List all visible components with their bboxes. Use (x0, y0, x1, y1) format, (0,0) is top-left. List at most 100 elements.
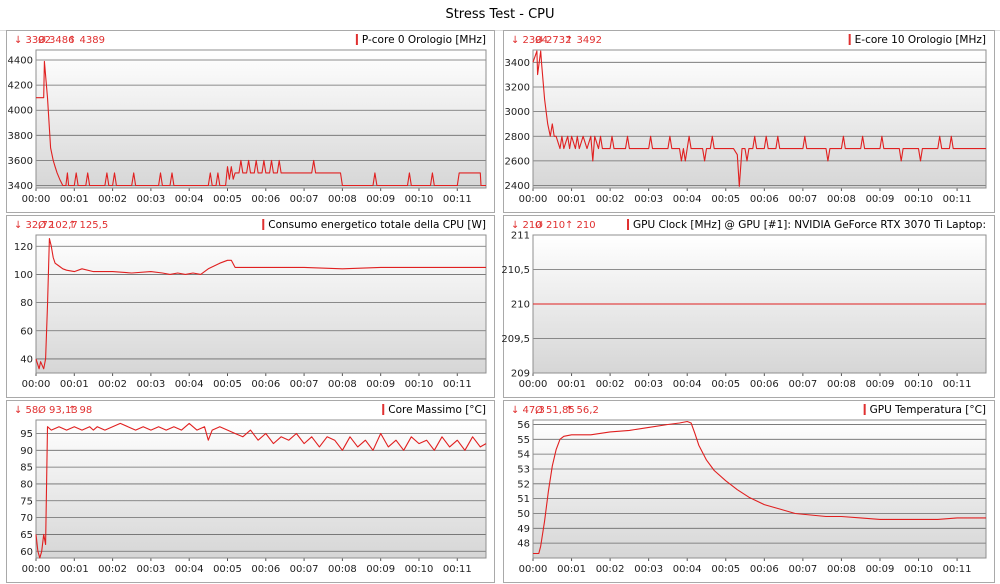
series-line (533, 420, 986, 555)
x-tick-label: 00:07 (290, 379, 319, 390)
x-tick-label: 00:09 (866, 379, 895, 390)
window-title: Stress Test - CPU (0, 0, 1000, 31)
chart-panel: 48 49 50 51 52 53 54 55 56 00:00 00:01 00:02 00:03 00… (503, 400, 995, 583)
plot-border (35, 419, 487, 559)
series-title: Consumo energetico totale della CPU [W] (268, 219, 486, 231)
stat-min: ↓ 210 (511, 220, 542, 231)
x-tick-label: 00:00 (22, 194, 51, 205)
x-tick-label: 00:03 (634, 564, 663, 575)
x-tick-label: 00:04 (175, 564, 204, 575)
series-color-marker (382, 404, 385, 415)
series-color-marker (863, 404, 866, 415)
x-tick-label: 00:11 (943, 564, 972, 575)
series-color-marker (848, 34, 851, 45)
x-tick-label: 00:07 (290, 194, 319, 205)
x-tick-label: 00:00 (519, 564, 548, 575)
y-tick-label: 209 (511, 369, 530, 380)
stat-avg: Ø 2732 (535, 34, 572, 46)
x-tick-label: 00:05 (711, 564, 740, 575)
y-tick-label: 100 (14, 270, 33, 281)
x-tick-label: 00:10 (904, 564, 933, 575)
x-tick-label: 00:00 (519, 379, 548, 390)
x-tick-label: 00:07 (788, 194, 817, 205)
y-tick-label: 209,5 (501, 334, 530, 345)
plot-area (533, 420, 986, 558)
y-tick-label: 4200 (8, 81, 33, 92)
y-tick-label: 211 (511, 231, 530, 242)
x-tick-label: 00:02 (596, 194, 625, 205)
y-tick-label: 80 (20, 298, 33, 309)
y-tick-label: 51 (517, 494, 530, 505)
stat-min: ↓ 2394 (511, 35, 548, 46)
x-tick-label: 00:07 (788, 379, 817, 390)
x-tick-label: 00:04 (673, 194, 702, 205)
chart-panel: 209 209,5 210 210,5 211 00:00 00:01 00:02 00:03 0… (501, 215, 995, 398)
stat-max: ↑ 125,5 (68, 220, 108, 231)
x-tick-label: 00:10 (405, 564, 434, 575)
y-tick-label: 49 (517, 524, 530, 535)
x-tick-label: 00:08 (827, 194, 856, 205)
x-tick-label: 00:11 (943, 194, 972, 205)
x-tick-label: 00:10 (405, 379, 434, 390)
stat-min: ↓ 47,3 (511, 405, 545, 416)
x-tick-label: 00:11 (443, 194, 472, 205)
y-tick-label: 120 (14, 242, 33, 253)
x-tick-label: 00:05 (711, 379, 740, 390)
x-tick-label: 00:06 (251, 564, 280, 575)
stat-max: ↑ 3492 (565, 35, 602, 46)
plot-border (35, 49, 487, 189)
y-tick-label: 40 (20, 354, 33, 365)
y-tick-label: 4000 (8, 106, 33, 117)
y-tick-label: 56 (517, 420, 530, 431)
plot-area (36, 420, 486, 558)
x-tick-label: 00:01 (557, 194, 586, 205)
x-tick-label: 00:11 (443, 564, 472, 575)
x-tick-label: 00:02 (596, 564, 625, 575)
y-tick-label: 3400 (505, 58, 530, 69)
x-tick-label: 00:06 (251, 194, 280, 205)
y-tick-label: 3400 (8, 181, 33, 192)
chart-panel: 3400 3600 3800 4000 4200 4400 00:00 00:01 00:02 0… (6, 30, 495, 213)
plot-area (36, 50, 486, 188)
plot-area (36, 235, 486, 373)
x-tick-label: 00:01 (60, 194, 89, 205)
y-tick-label: 210,5 (501, 265, 530, 276)
x-tick-label: 00:11 (443, 379, 472, 390)
y-tick-label: 55 (517, 435, 530, 446)
x-tick-label: 00:01 (60, 564, 89, 575)
x-tick-label: 00:06 (750, 379, 779, 390)
stat-max: ↑ 4389 (68, 35, 105, 46)
y-tick-label: 3600 (8, 156, 33, 167)
chart-panel: 40 60 80 100 120 00:00 00:01 00:02 00:03 00:04 00:… (6, 215, 495, 398)
x-tick-label: 00:04 (673, 379, 702, 390)
plot-area (533, 50, 986, 188)
y-tick-label: 95 (20, 429, 33, 440)
x-tick-label: 00:07 (290, 564, 319, 575)
stat-max: ↑ 56,2 (565, 405, 599, 416)
y-tick-label: 2800 (505, 132, 530, 143)
x-tick-label: 00:02 (98, 194, 127, 205)
stat-min: ↓ 58 (14, 405, 38, 416)
x-tick-label: 00:06 (750, 194, 779, 205)
x-tick-label: 00:01 (557, 564, 586, 575)
y-tick-label: 75 (20, 496, 33, 507)
x-tick-label: 00:09 (866, 194, 895, 205)
x-tick-label: 00:07 (788, 564, 817, 575)
x-tick-label: 00:02 (98, 564, 127, 575)
x-tick-label: 00:01 (60, 379, 89, 390)
y-tick-label: 85 (20, 463, 33, 474)
series-title: GPU Temperatura [°C] (870, 404, 986, 416)
y-tick-label: 80 (20, 479, 33, 490)
stat-max: ↑ 210 (565, 220, 596, 231)
x-tick-label: 00:06 (750, 564, 779, 575)
x-tick-label: 00:04 (673, 564, 702, 575)
x-tick-label: 00:10 (405, 194, 434, 205)
x-tick-label: 00:11 (943, 379, 972, 390)
x-tick-label: 00:05 (711, 194, 740, 205)
x-tick-label: 00:09 (866, 564, 895, 575)
y-tick-label: 60 (20, 326, 33, 337)
x-tick-label: 00:10 (904, 379, 933, 390)
x-tick-label: 00:02 (98, 379, 127, 390)
series-color-marker (262, 219, 265, 230)
y-tick-label: 60 (20, 547, 33, 558)
